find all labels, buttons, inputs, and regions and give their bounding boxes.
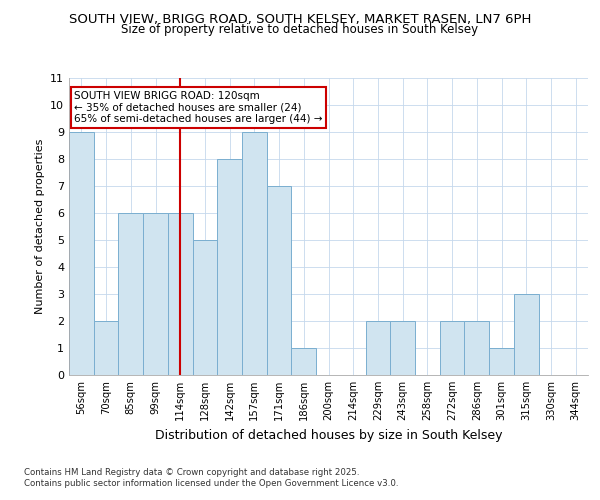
Bar [217,158,242,375]
Bar [514,294,539,375]
Bar [94,321,118,375]
Bar [242,132,267,375]
Bar [118,212,143,375]
Bar [292,348,316,375]
Bar [69,132,94,375]
Bar [267,186,292,375]
Bar [489,348,514,375]
Bar [143,212,168,375]
Bar [464,321,489,375]
Bar [168,212,193,375]
Y-axis label: Number of detached properties: Number of detached properties [35,138,44,314]
Text: Contains HM Land Registry data © Crown copyright and database right 2025.
Contai: Contains HM Land Registry data © Crown c… [24,468,398,487]
Bar [193,240,217,375]
Bar [365,321,390,375]
Text: SOUTH VIEW, BRIGG ROAD, SOUTH KELSEY, MARKET RASEN, LN7 6PH: SOUTH VIEW, BRIGG ROAD, SOUTH KELSEY, MA… [69,12,531,26]
Bar [440,321,464,375]
Text: Size of property relative to detached houses in South Kelsey: Size of property relative to detached ho… [121,24,479,36]
X-axis label: Distribution of detached houses by size in South Kelsey: Distribution of detached houses by size … [155,428,502,442]
Bar [390,321,415,375]
Text: SOUTH VIEW BRIGG ROAD: 120sqm
← 35% of detached houses are smaller (24)
65% of s: SOUTH VIEW BRIGG ROAD: 120sqm ← 35% of d… [74,91,323,124]
